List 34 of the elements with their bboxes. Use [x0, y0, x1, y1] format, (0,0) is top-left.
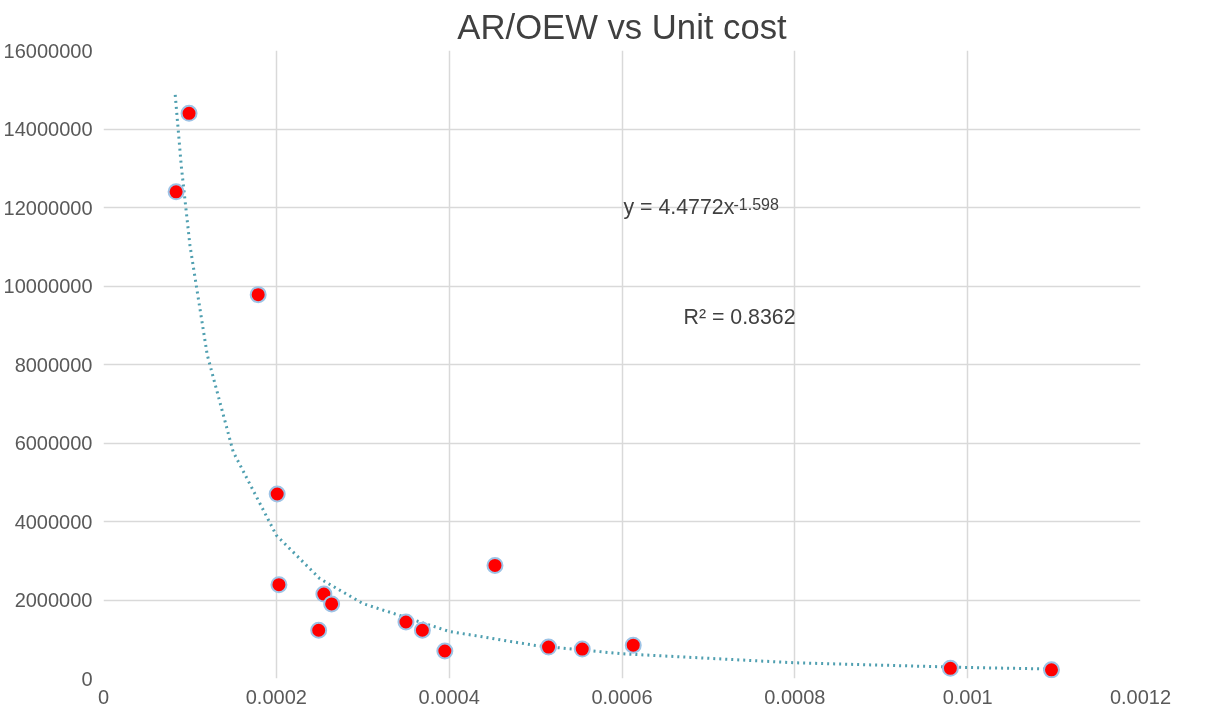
- y-tick-label: 12000000: [3, 196, 93, 219]
- point: [180, 104, 198, 122]
- point: [573, 640, 591, 658]
- point: [310, 621, 328, 639]
- y-tick-label: 2000000: [14, 589, 93, 611]
- point: [323, 595, 341, 613]
- x-tick-label: 0.0012: [1109, 685, 1172, 708]
- y-tick-label: 16000000: [3, 39, 93, 62]
- point: [436, 642, 454, 660]
- y-tick-label: 8000000: [14, 353, 93, 376]
- point: [249, 286, 267, 304]
- x-tick-label: 0.0008: [764, 685, 826, 708]
- x-tick-label: 0.0002: [245, 685, 307, 708]
- point: [486, 556, 504, 574]
- point: [268, 485, 286, 503]
- x-tick-label: 0.001: [942, 685, 993, 708]
- y-tick-label: 4000000: [14, 510, 93, 533]
- x-tick-label: 0.0006: [591, 685, 653, 708]
- point: [941, 659, 959, 677]
- annotation: R² = 0.8362: [683, 304, 796, 329]
- point: [1042, 661, 1060, 679]
- chart-title: AR/OEW vs Unit cost: [457, 7, 788, 46]
- point: [540, 638, 558, 656]
- x-tick-label: 0: [97, 685, 110, 708]
- y-tick-label: 10000000: [3, 275, 93, 297]
- y-tick-label: 14000000: [3, 118, 93, 140]
- point: [397, 613, 415, 631]
- point: [270, 576, 288, 594]
- y-tick-label: 6000000: [14, 432, 93, 454]
- x-tick-label: 0.0004: [418, 685, 480, 708]
- y-tick-label: 0: [81, 667, 93, 690]
- point: [624, 636, 642, 654]
- point: [167, 183, 185, 201]
- point: [413, 621, 431, 639]
